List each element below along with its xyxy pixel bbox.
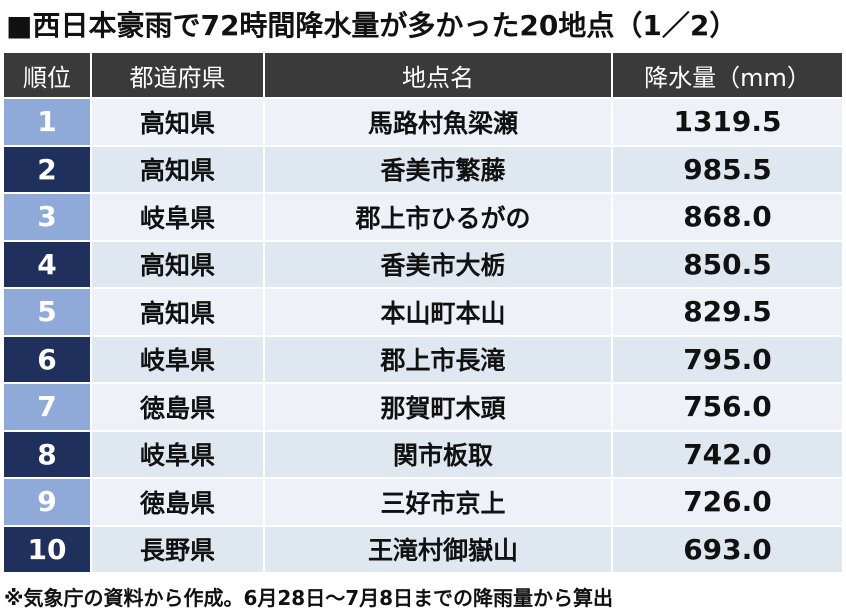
rank-cell: 7 xyxy=(4,384,92,432)
table-header-row: 順位 都道府県 地点名 降水量（mm） xyxy=(4,53,842,99)
prefecture-cell: 岐阜県 xyxy=(92,336,265,384)
header-rank: 順位 xyxy=(4,53,92,99)
place-cell: 郡上市長滝 xyxy=(265,336,613,384)
rank-cell: 5 xyxy=(4,289,92,337)
amount-cell: 726.0 xyxy=(613,479,842,527)
table-row: 9 徳島県 三好市京上 726.0 xyxy=(4,479,842,527)
place-cell: 那賀町木頭 xyxy=(265,384,613,432)
prefecture-cell: 高知県 xyxy=(92,146,265,194)
rank-cell: 10 xyxy=(4,526,92,574)
prefecture-cell: 岐阜県 xyxy=(92,431,265,479)
rank-cell: 6 xyxy=(4,336,92,384)
rank-cell: 9 xyxy=(4,479,92,527)
amount-cell: 756.0 xyxy=(613,384,842,432)
amount-cell: 742.0 xyxy=(613,431,842,479)
amount-cell: 850.5 xyxy=(613,241,842,289)
header-amount: 降水量（mm） xyxy=(613,53,842,99)
table-row: 2 高知県 香美市繁藤 985.5 xyxy=(4,146,842,194)
place-cell: 香美市繁藤 xyxy=(265,146,613,194)
table-row: 7 徳島県 那賀町木頭 756.0 xyxy=(4,384,842,432)
place-cell: 香美市大栃 xyxy=(265,241,613,289)
amount-cell: 1319.5 xyxy=(613,99,842,147)
place-cell: 馬路村魚梁瀬 xyxy=(265,99,613,147)
source-note: ※気象庁の資料から作成。6月28日～7月8日までの降雨量から算出 xyxy=(4,586,614,610)
table-row: 10 長野県 王滝村御嶽山 693.0 xyxy=(4,526,842,574)
prefecture-cell: 高知県 xyxy=(92,99,265,147)
table-row: 8 岐阜県 関市板取 742.0 xyxy=(4,431,842,479)
table-row: 4 高知県 香美市大栃 850.5 xyxy=(4,241,842,289)
place-cell: 関市板取 xyxy=(265,431,613,479)
prefecture-cell: 高知県 xyxy=(92,289,265,337)
prefecture-cell: 徳島県 xyxy=(92,384,265,432)
place-cell: 三好市京上 xyxy=(265,479,613,527)
prefecture-cell: 長野県 xyxy=(92,526,265,574)
page-title: ■西日本豪雨で72時間降水量が多かった20地点（1／2） xyxy=(6,9,738,42)
table-row: 5 高知県 本山町本山 829.5 xyxy=(4,289,842,337)
place-cell: 郡上市ひるがの xyxy=(265,194,613,242)
rank-cell: 8 xyxy=(4,431,92,479)
prefecture-cell: 徳島県 xyxy=(92,479,265,527)
prefecture-cell: 高知県 xyxy=(92,241,265,289)
amount-cell: 868.0 xyxy=(613,194,842,242)
rank-cell: 3 xyxy=(4,194,92,242)
header-prefecture: 都道府県 xyxy=(92,53,265,99)
amount-cell: 985.5 xyxy=(613,146,842,194)
ranking-table: 順位 都道府県 地点名 降水量（mm） 1 高知県 馬路村魚梁瀬 1319.5 … xyxy=(4,53,842,574)
table-row: 3 岐阜県 郡上市ひるがの 868.0 xyxy=(4,194,842,242)
place-cell: 本山町本山 xyxy=(265,289,613,337)
amount-cell: 795.0 xyxy=(613,336,842,384)
amount-cell: 693.0 xyxy=(613,526,842,574)
table-row: 1 高知県 馬路村魚梁瀬 1319.5 xyxy=(4,99,842,147)
header-place: 地点名 xyxy=(265,53,613,99)
rank-cell: 4 xyxy=(4,241,92,289)
place-cell: 王滝村御嶽山 xyxy=(265,526,613,574)
rank-cell: 2 xyxy=(4,146,92,194)
rank-cell: 1 xyxy=(4,99,92,147)
table-row: 6 岐阜県 郡上市長滝 795.0 xyxy=(4,336,842,384)
prefecture-cell: 岐阜県 xyxy=(92,194,265,242)
amount-cell: 829.5 xyxy=(613,289,842,337)
